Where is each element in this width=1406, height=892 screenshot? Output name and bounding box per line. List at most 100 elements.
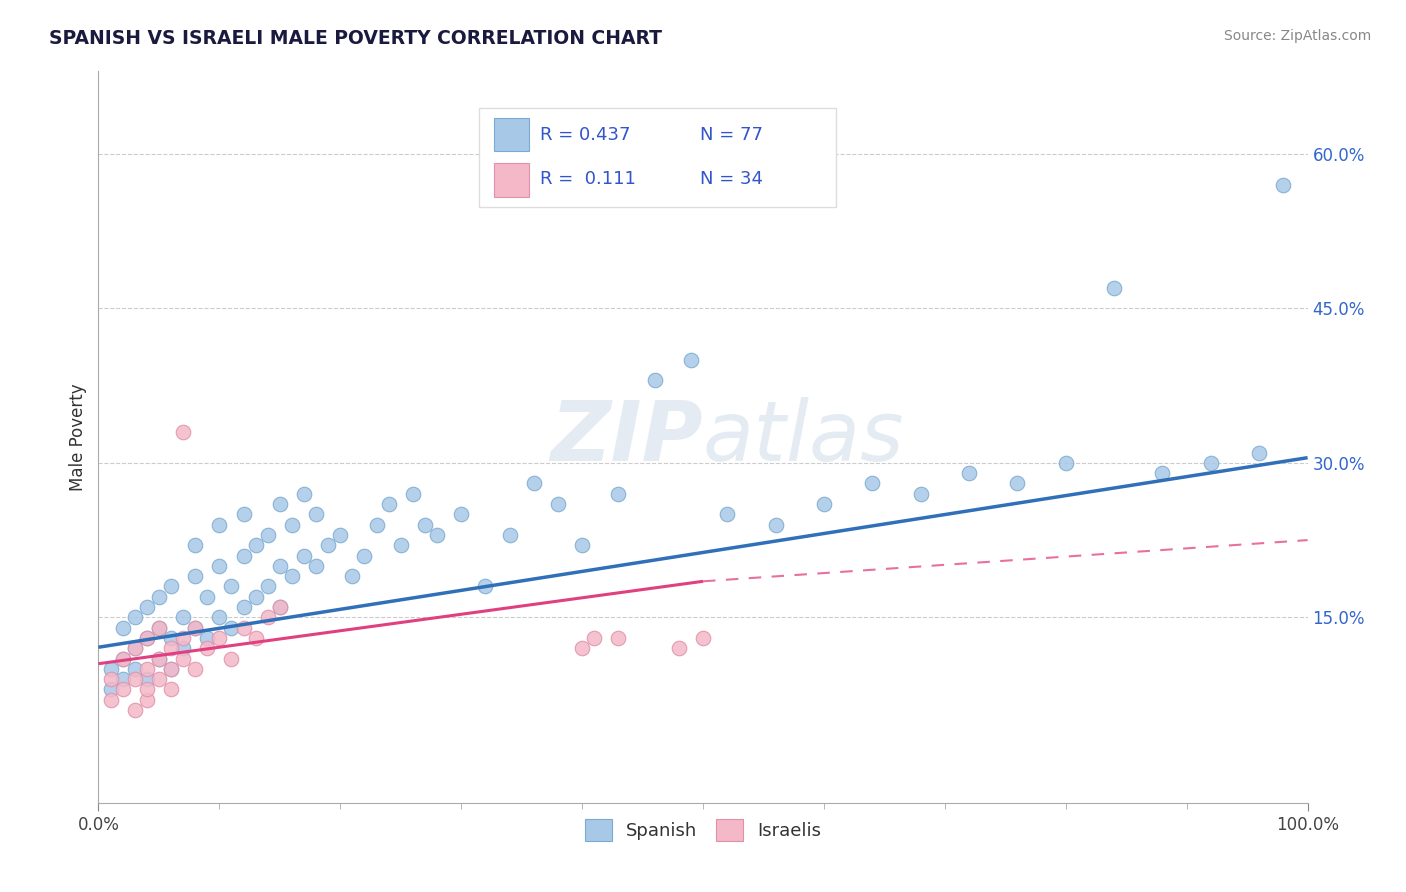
Point [111, 651, 134, 665]
Point [111, 672, 134, 686]
Point [571, 641, 593, 656]
Point [135, 682, 157, 697]
Point [184, 569, 207, 583]
Point [195, 641, 218, 656]
Point [1199, 456, 1222, 470]
Point [860, 476, 883, 491]
Point [124, 662, 146, 676]
Point [135, 662, 157, 676]
Point [100, 662, 122, 676]
Point [148, 651, 170, 665]
Point [148, 590, 170, 604]
Point [1249, 445, 1271, 459]
Point [111, 621, 134, 635]
Text: SPANISH VS ISRAELI MALE POVERTY CORRELATION CHART: SPANISH VS ISRAELI MALE POVERTY CORRELAT… [49, 29, 662, 47]
Point [221, 579, 243, 593]
Point [269, 497, 291, 511]
Point [172, 425, 194, 439]
Point [316, 538, 339, 552]
Point [100, 672, 122, 686]
Point [377, 497, 399, 511]
Point [160, 631, 183, 645]
Point [269, 600, 291, 615]
Point [135, 631, 157, 645]
Point [426, 528, 449, 542]
Text: ZIP: ZIP [550, 397, 703, 477]
Point [135, 672, 157, 686]
Point [269, 558, 291, 573]
Point [269, 600, 291, 615]
Point [232, 600, 254, 615]
Point [474, 579, 496, 593]
Point [910, 487, 932, 501]
Point [172, 610, 194, 624]
Point [208, 631, 231, 645]
Point [160, 641, 183, 656]
Point [160, 662, 183, 676]
Point [245, 590, 267, 604]
Point [184, 621, 207, 635]
Point [256, 579, 278, 593]
Point [329, 528, 352, 542]
Point [148, 651, 170, 665]
Point [366, 517, 388, 532]
Point [135, 631, 157, 645]
Point [1007, 476, 1029, 491]
Point [208, 517, 231, 532]
Point [571, 538, 593, 552]
Point [607, 631, 630, 645]
Point [644, 373, 666, 387]
Point [172, 641, 194, 656]
Point [100, 693, 122, 707]
Point [184, 662, 207, 676]
Point [498, 528, 520, 542]
Point [195, 631, 218, 645]
Point [148, 621, 170, 635]
Point [957, 466, 980, 480]
Point [305, 508, 328, 522]
Point [232, 621, 254, 635]
Point [124, 610, 146, 624]
Point [547, 497, 569, 511]
Point [402, 487, 425, 501]
Point [111, 651, 134, 665]
Point [160, 579, 183, 593]
Point [1102, 281, 1125, 295]
Point [124, 672, 146, 686]
Point [160, 662, 183, 676]
Point [208, 558, 231, 573]
Point [342, 569, 364, 583]
Legend: Spanish, Israelis: Spanish, Israelis [578, 812, 828, 848]
Point [1152, 466, 1174, 480]
Point [305, 558, 328, 573]
Point [232, 549, 254, 563]
Point [281, 569, 304, 583]
Point [245, 538, 267, 552]
Point [148, 672, 170, 686]
Text: Source: ZipAtlas.com: Source: ZipAtlas.com [1223, 29, 1371, 43]
Point [184, 621, 207, 635]
Point [124, 703, 146, 717]
Point [813, 497, 835, 511]
Point [208, 610, 231, 624]
Point [135, 600, 157, 615]
Point [195, 590, 218, 604]
Point [221, 651, 243, 665]
Point [124, 641, 146, 656]
Point [148, 621, 170, 635]
Point [292, 549, 315, 563]
Point [135, 693, 157, 707]
Point [221, 621, 243, 635]
Point [184, 538, 207, 552]
Point [450, 508, 472, 522]
Point [389, 538, 412, 552]
Point [583, 631, 606, 645]
Point [679, 352, 702, 367]
Point [281, 517, 304, 532]
Point [124, 641, 146, 656]
Point [1054, 456, 1077, 470]
Point [245, 631, 267, 645]
Point [692, 631, 714, 645]
Point [172, 631, 194, 645]
Point [523, 476, 546, 491]
